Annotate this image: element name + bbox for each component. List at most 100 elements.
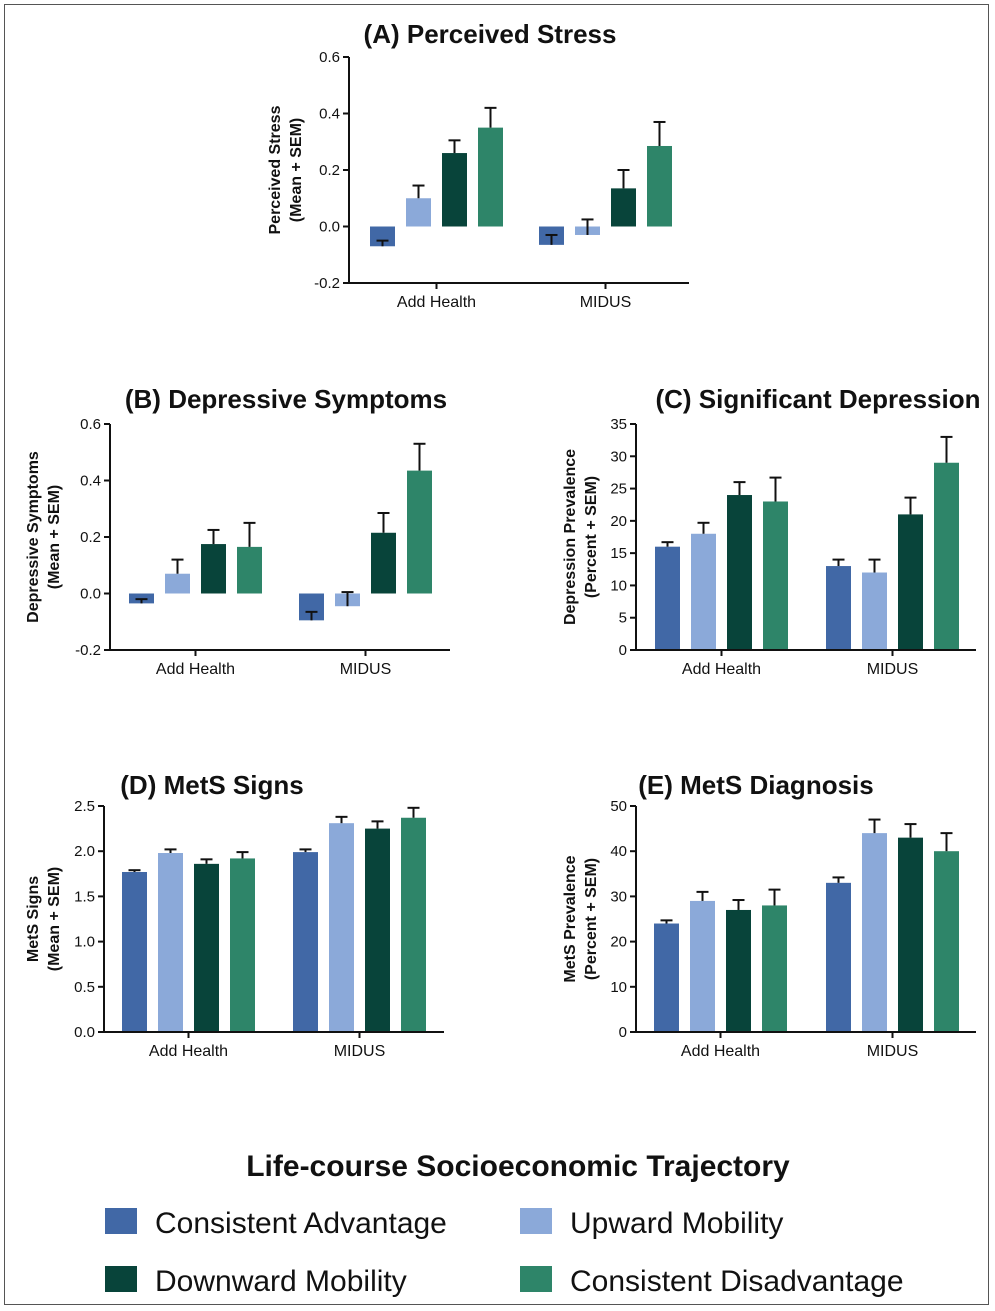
bar (826, 566, 851, 650)
y-axis-label: Depression Prevalence (562, 449, 579, 625)
chart-panel-b: (B) Depressive Symptoms Depressive Sympto… (25, 384, 450, 678)
x-category-label: MIDUS (867, 1043, 919, 1060)
x-category-label: MIDUS (340, 661, 392, 678)
y-tick-label: 1.0 (74, 934, 95, 951)
y-tick-label: 50 (610, 798, 627, 815)
y-tick-label: 0.5 (74, 979, 95, 996)
legend-swatch (105, 1208, 137, 1234)
y-tick-label: 10 (610, 979, 627, 996)
y-tick-label: 20 (610, 513, 627, 530)
y-tick-label: 5 (619, 610, 627, 627)
bar (406, 198, 431, 227)
legend-title: Life-course Socioeconomic Trajectory (246, 1150, 790, 1183)
y-tick-label: 0.2 (319, 162, 340, 179)
x-category-label: MIDUS (867, 661, 919, 678)
bar (293, 852, 318, 1032)
chart-title: (D) MetS Signs (120, 770, 303, 800)
bar (898, 837, 923, 1032)
y-tick-label: 0.0 (319, 219, 340, 236)
y-axis-label: Perceived Stress (267, 105, 284, 234)
chart-title: (B) Depressive Symptoms (125, 384, 447, 414)
x-category-label: Add Health (149, 1043, 228, 1060)
bar (655, 546, 680, 650)
bar (371, 532, 396, 594)
y-axis-label: MetS Signs (25, 876, 42, 962)
bar (442, 153, 467, 227)
bar (726, 909, 751, 1032)
y-tick-label: 2.5 (74, 798, 95, 815)
bar (365, 828, 390, 1032)
bar (934, 462, 959, 650)
y-tick-label: 15 (610, 545, 627, 562)
y-tick-label: 0.0 (74, 1024, 95, 1041)
y-axis-label: Depressive Symptoms (25, 451, 42, 623)
y-tick-label: 1.5 (74, 888, 95, 905)
bar (898, 514, 923, 650)
x-category-label: Add Health (397, 294, 476, 311)
y-tick-label: 0.4 (319, 106, 340, 123)
y-axis-label: (Percent + SEM) (583, 858, 600, 980)
y-tick-label: 0.4 (80, 473, 101, 490)
y-tick-label: 0.6 (319, 49, 340, 66)
chart-panel-a: (A) Perceived Stress Perceived Stress (Mea… (267, 19, 689, 311)
y-tick-label: 25 (610, 481, 627, 498)
bar (862, 833, 887, 1032)
y-axis-label: (Mean + SEM) (288, 118, 305, 222)
y-tick-label: 30 (610, 888, 627, 905)
bar (762, 905, 787, 1032)
x-category-label: Add Health (682, 661, 761, 678)
bar (237, 546, 262, 594)
bar (122, 871, 147, 1032)
chart-panel-e: (E) MetS Diagnosis MetS Prevalence (Percen… (562, 770, 976, 1060)
y-axis-label: (Mean + SEM) (46, 485, 63, 589)
y-tick-label: 0 (619, 1024, 627, 1041)
bar (158, 853, 183, 1032)
y-axis-label: (Percent + SEM) (583, 476, 600, 598)
bar (763, 501, 788, 650)
y-tick-label: 0.0 (80, 586, 101, 603)
bar (165, 573, 190, 594)
bar (690, 900, 715, 1032)
y-tick-label: -0.2 (75, 642, 101, 659)
y-tick-label: 0.6 (80, 416, 101, 433)
y-tick-label: 0.2 (80, 529, 101, 546)
bar (611, 188, 636, 227)
bar (826, 882, 851, 1032)
bar (230, 858, 255, 1032)
chart-title: (E) MetS Diagnosis (638, 770, 873, 800)
bar (194, 863, 219, 1032)
legend-swatch (105, 1266, 137, 1292)
legend: Life-course Socioeconomic Trajectory Cons… (105, 1150, 904, 1298)
bar (934, 851, 959, 1032)
y-tick-label: 20 (610, 934, 627, 951)
y-tick-label: 0 (619, 642, 627, 659)
bar (401, 817, 426, 1032)
chart-panel-d: (D) MetS Signs MetS Signs (Mean + SEM) 0.0 0… (25, 770, 444, 1060)
figure-frame (4, 4, 989, 1305)
bar (647, 145, 672, 227)
chart-title: (C) Significant Depression (655, 384, 980, 414)
y-tick-label: 2.0 (74, 843, 95, 860)
bar (862, 572, 887, 650)
x-category-label: Add Health (681, 1043, 760, 1060)
y-tick-label: 10 (610, 577, 627, 594)
y-tick-label: -0.2 (314, 275, 340, 292)
legend-label: Downward Mobility (155, 1265, 407, 1298)
legend-label: Consistent Advantage (155, 1207, 447, 1240)
x-category-label: Add Health (156, 661, 235, 678)
y-tick-label: 35 (610, 416, 627, 433)
y-axis-label: (Mean + SEM) (46, 867, 63, 971)
legend-swatch (520, 1266, 552, 1292)
bar (407, 470, 432, 594)
legend-label: Consistent Disadvantage (570, 1265, 904, 1298)
bar (201, 544, 226, 594)
bar (370, 226, 395, 247)
chart-panel-c: (C) Significant Depression Depression Pre… (562, 384, 981, 678)
y-axis-label: MetS Prevalence (562, 855, 579, 982)
bar (654, 923, 679, 1032)
y-tick-label: 30 (610, 448, 627, 465)
chart-title: (A) Perceived Stress (364, 19, 617, 49)
bar (691, 533, 716, 650)
bar (329, 823, 354, 1032)
